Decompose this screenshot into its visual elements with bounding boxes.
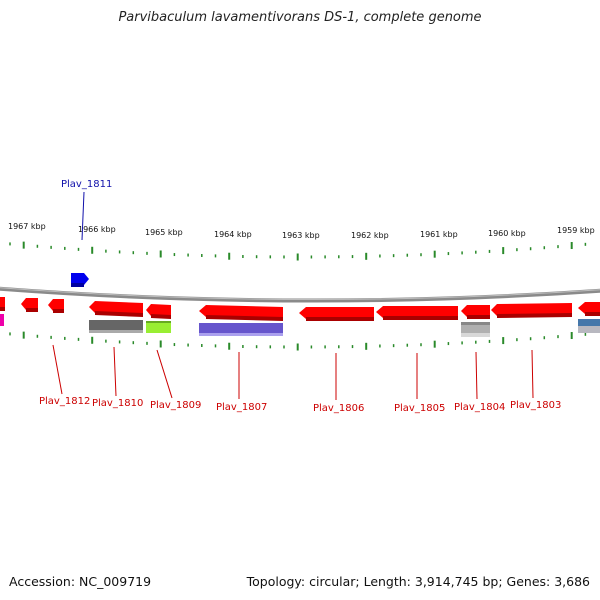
- gene-label-plav-1810[interactable]: Plav_1810: [92, 398, 143, 409]
- ruler-label: 1966 kbp: [78, 225, 116, 234]
- gene-arrow-plav-1803[interactable]: [491, 303, 572, 318]
- feature-blocks: [0, 314, 600, 337]
- gene-label-plav-1812[interactable]: Plav_1812: [39, 396, 90, 407]
- genome-backbone-highlight: [0, 287, 600, 301]
- ruler-label: 1964 kbp: [214, 230, 252, 239]
- gene-arrow-plav-1812a[interactable]: [21, 298, 38, 312]
- gene-arrow-plav-1804[interactable]: [461, 305, 490, 319]
- gene-label-plav-1804[interactable]: Plav_1804: [454, 402, 505, 413]
- gene-labels: Plav_1811 Plav_1812 Plav_1810 Plav_1809 …: [39, 179, 561, 414]
- feature-block-light-grey: [461, 323, 490, 334]
- gene-label-plav-1805[interactable]: Plav_1805: [394, 403, 445, 414]
- gene-arrow-plav-1812[interactable]: [48, 299, 64, 313]
- gene-label-plav-1807[interactable]: Plav_1807: [216, 402, 267, 413]
- ruler-label: 1961 kbp: [420, 230, 458, 239]
- feature-block-purple-shadow: [199, 333, 283, 336]
- gene-arrow-plav-1807[interactable]: [199, 305, 283, 321]
- feature-block-light-grey-base: [461, 333, 490, 337]
- genome-backbone: [0, 286, 600, 303]
- genome-title: Parvibaculum lavamentivorans DS-1, compl…: [118, 10, 482, 25]
- ruler-label: 1967 kbp: [8, 222, 46, 231]
- accession-text: Accession: NC_009719: [9, 574, 152, 589]
- gene-plav-1811[interactable]: [71, 273, 89, 287]
- ruler-ticks-bottom: [9, 331, 587, 351]
- feature-block-dark-grey: [89, 320, 143, 331]
- gene-arrow-plav-1806[interactable]: [299, 307, 374, 321]
- genome-summary-text: Topology: circular; Length: 3,914,745 bp…: [246, 574, 590, 589]
- ruler-label: 1963 kbp: [282, 231, 320, 240]
- gene-label-plav-1806[interactable]: Plav_1806: [313, 403, 364, 414]
- feature-block-steelblue: [578, 319, 600, 326]
- feature-block-light-grey-top: [461, 322, 490, 325]
- gene-label-plav-1803[interactable]: Plav_1803: [510, 400, 561, 411]
- ruler-labels: 1967 kbp 1966 kbp 1965 kbp 1964 kbp 1963…: [8, 222, 595, 240]
- gene-arrows: [0, 297, 600, 321]
- label-connectors: [52, 191, 534, 400]
- gene-arrow-plav-1802[interactable]: [578, 302, 600, 316]
- gene-arrow-plav-1805[interactable]: [376, 306, 458, 320]
- gene-label-plav-1809[interactable]: Plav_1809: [150, 400, 201, 411]
- feature-block-magenta: [0, 314, 4, 326]
- feature-block-steelblue-shadow: [578, 326, 600, 333]
- gene-arrow-plav-1813[interactable]: [0, 297, 5, 311]
- ruler-label: 1962 kbp: [351, 231, 389, 240]
- ruler-label: 1965 kbp: [145, 228, 183, 237]
- gene-arrow-plav-1809[interactable]: [146, 304, 171, 319]
- ruler-label: 1959 kbp: [557, 226, 595, 235]
- feature-block-lime-shadow: [146, 321, 171, 323]
- feature-block-lime: [146, 322, 171, 333]
- ruler-label: 1960 kbp: [488, 229, 526, 238]
- feature-block-dark-grey-shadow: [89, 330, 143, 333]
- gene-arrow-plav-1810[interactable]: [89, 301, 143, 317]
- ruler-ticks-top: [9, 241, 587, 261]
- feature-block-purple: [199, 323, 283, 334]
- gene-label-plav-1811[interactable]: Plav_1811: [61, 179, 112, 190]
